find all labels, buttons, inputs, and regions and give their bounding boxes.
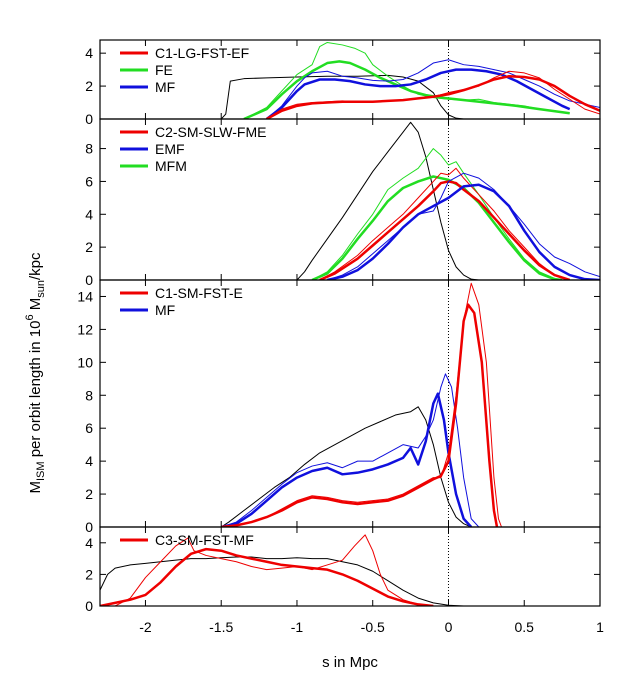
series-line-red-thin (221, 282, 502, 527)
series-line-black-thin (100, 556, 464, 606)
legend-label: EMF (155, 141, 185, 157)
y-tick-label: 4 (85, 45, 93, 61)
y-label-main: M (27, 481, 44, 494)
y-tick-label: 4 (85, 453, 93, 469)
x-axis: -2 -1.5 -1 -0.5 0 0.5 1 (139, 619, 604, 635)
panel-frame (99, 526, 601, 607)
y-tick-label: 0 (85, 519, 93, 535)
x-tick-label: 1 (596, 619, 604, 635)
series-line-blue-thin (266, 59, 600, 119)
y-label-sup: 6 (24, 314, 36, 320)
legend-label: MF (155, 79, 175, 95)
y-tick-label: 12 (77, 321, 93, 337)
y-tick-label: 8 (85, 387, 93, 403)
series-line-blue-thick (220, 392, 473, 527)
legend-label: MFM (155, 158, 187, 174)
series-line-black-thin (220, 74, 464, 119)
y-tick-label: 6 (85, 173, 93, 189)
legend-label: FE (155, 62, 173, 78)
legend: C1-SM-FST-EMF (120, 285, 243, 318)
x-tick-label: -1 (291, 619, 304, 635)
y-axis-label: MISM per orbit length in 106 Msun/kpc (24, 252, 47, 494)
legend-label: C2-SM-SLW-FME (155, 124, 266, 140)
panel-4: 0 2 4 C3-SM-FST-MF (85, 526, 601, 614)
legend: C3-SM-FST-MF (120, 532, 254, 548)
series-line-black-thin (296, 121, 479, 280)
y-tick-label: 10 (77, 354, 93, 370)
series-line-red-thick (221, 303, 499, 527)
series-line-blue-thick (327, 183, 600, 280)
series-line-green-thick (243, 60, 570, 119)
legend-label: C3-SM-FST-MF (155, 532, 254, 548)
y-tick-label: 4 (85, 206, 93, 222)
panels-layer: 024 C1-LG-FST-EFFEMF02468C2-SM-SLW-FMEEMF… (77, 39, 601, 614)
series-line-blue-thick (265, 68, 571, 119)
series-line-green-thick (311, 175, 563, 280)
x-tick-label: -2 (139, 619, 152, 635)
y-tick-label: 4 (85, 535, 93, 551)
y-tick-label: 2 (85, 486, 93, 502)
y-tick-label: 0 (85, 598, 93, 614)
y-label-mid: per orbit length in 10 (27, 321, 44, 462)
y-tick-label: 6 (85, 420, 93, 436)
series-line-black-thin (220, 406, 472, 527)
y-tick-label: 2 (85, 239, 93, 255)
legend-label: C1-LG-FST-EF (155, 45, 249, 61)
legend-label: C1-SM-FST-E (155, 285, 243, 301)
series-line-red-thin (114, 534, 434, 606)
x-tick-label: -0.5 (361, 619, 385, 635)
y-tick-label: 14 (77, 288, 93, 304)
y-label-tail: M (27, 298, 44, 315)
x-tick-label: -1.5 (209, 619, 233, 635)
series-line-blue-thin (221, 373, 480, 527)
series-line-blue-thin (327, 172, 600, 280)
x-tick-label: 0.5 (515, 619, 535, 635)
series-line-red-thick (266, 74, 600, 119)
y-tick-label: 2 (85, 78, 93, 94)
y-label-sub: ISM (35, 461, 47, 481)
panel-3: 0 2 4 6 8 10 12 14 C1-SM-FST-EMF (77, 279, 601, 535)
x-axis-label: s in Mpc (322, 654, 378, 671)
y-tick-label: 2 (85, 566, 93, 582)
legend-label: MF (155, 302, 175, 318)
y-tick-label: 0 (85, 111, 93, 127)
x-tick-label: 0 (445, 619, 453, 635)
y-label-sub2: sun (35, 280, 47, 298)
series-line-red-thin (319, 167, 570, 280)
series-line-red-thick (100, 547, 434, 606)
y-label-end: /kpc (27, 252, 44, 280)
y-tick-label: 8 (85, 141, 93, 157)
y-tick-label: 0 (85, 272, 93, 288)
